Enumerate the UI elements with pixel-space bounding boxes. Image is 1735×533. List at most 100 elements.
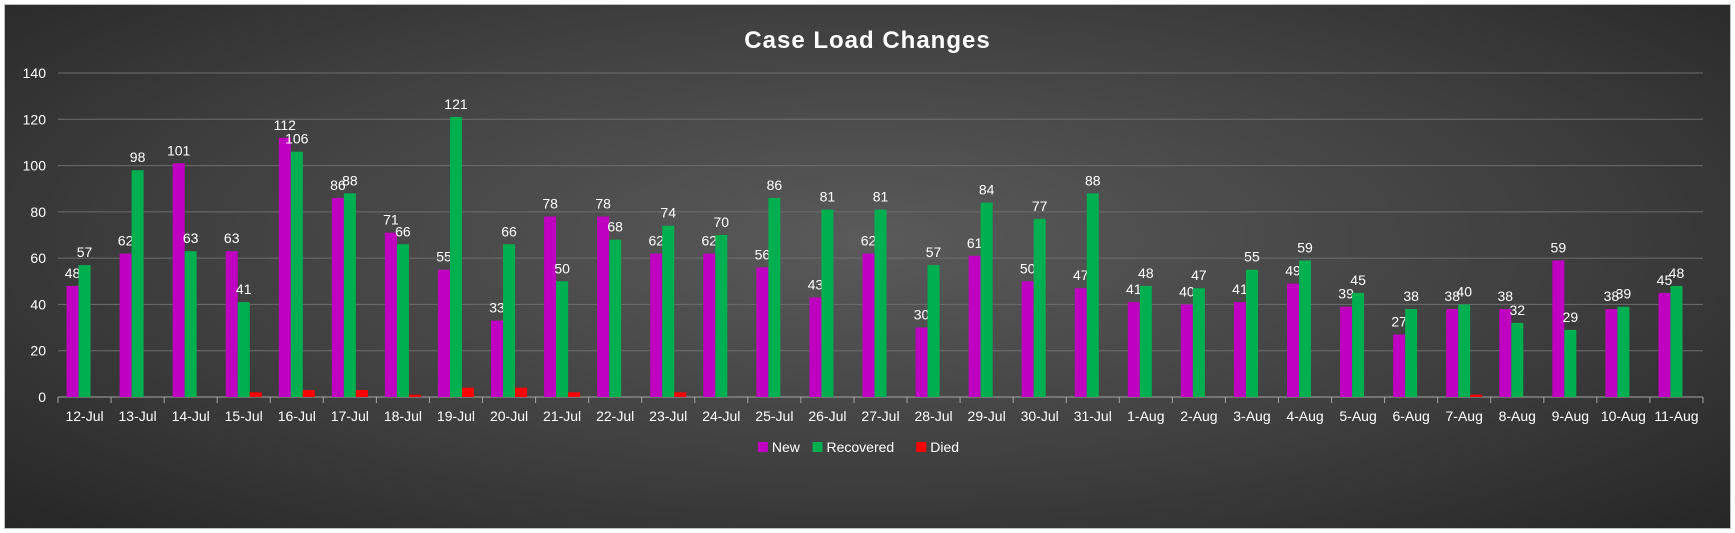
bar-recovered xyxy=(237,302,250,397)
data-label: 63 xyxy=(183,230,199,246)
y-tick-label: 60 xyxy=(30,250,46,266)
data-label: 41 xyxy=(1232,281,1248,297)
y-tick-label: 20 xyxy=(30,343,46,359)
data-label: 81 xyxy=(820,189,836,205)
data-label: 39 xyxy=(1616,286,1632,302)
bar-recovered xyxy=(396,244,409,397)
data-label: 38 xyxy=(1403,288,1419,304)
data-label: 84 xyxy=(979,182,995,198)
bar-died xyxy=(461,387,474,397)
data-label: 33 xyxy=(489,300,505,316)
bar-recovered xyxy=(1033,218,1046,397)
bar-new xyxy=(756,267,769,397)
bar-new xyxy=(1393,334,1406,397)
data-label: 47 xyxy=(1073,267,1089,283)
y-tick-label: 140 xyxy=(23,65,47,81)
x-tick-label: 23-Jul xyxy=(649,408,687,424)
data-label: 27 xyxy=(1391,314,1407,330)
x-tick-label: 7-Aug xyxy=(1446,408,1483,424)
data-label: 40 xyxy=(1456,283,1472,299)
bar-recovered xyxy=(78,265,91,397)
bar-new xyxy=(172,163,185,397)
legend-swatch-new xyxy=(757,442,768,452)
bar-new xyxy=(1552,260,1565,397)
data-label: 38 xyxy=(1444,288,1460,304)
x-tick-label: 27-Jul xyxy=(861,408,899,424)
bar-new xyxy=(597,216,610,397)
bar-recovered xyxy=(184,251,197,397)
data-label: 45 xyxy=(1657,272,1673,288)
x-tick-label: 31-Jul xyxy=(1074,408,1112,424)
bar-recovered xyxy=(1405,309,1418,397)
bar-recovered xyxy=(131,170,144,397)
bar-new xyxy=(1021,281,1034,397)
x-tick-label: 20-Jul xyxy=(490,408,528,424)
x-tick-label: 14-Jul xyxy=(172,408,210,424)
x-tick-label: 4-Aug xyxy=(1286,408,1323,424)
x-tick-label: 30-Jul xyxy=(1021,408,1059,424)
data-label: 47 xyxy=(1191,267,1207,283)
bar-recovered xyxy=(1511,322,1524,397)
data-label: 62 xyxy=(648,233,664,249)
bar-new xyxy=(915,327,928,397)
chart-svg: 0 20 40 60 80 100 120 140 48 57 12-Jul 62 98 13-Jul 10… xyxy=(23,65,1704,455)
bar-new xyxy=(1287,283,1300,397)
data-label: 86 xyxy=(767,177,783,193)
bar-new xyxy=(1499,309,1512,397)
data-label: 78 xyxy=(542,195,558,211)
bar-recovered xyxy=(556,281,569,397)
bar-recovered xyxy=(343,193,356,397)
x-tick-label: 13-Jul xyxy=(119,408,157,424)
chart-title: Case Load Changes xyxy=(744,27,991,54)
x-tick-label: 5-Aug xyxy=(1339,408,1376,424)
x-tick-label: 11-Aug xyxy=(1654,408,1698,424)
bar-recovered xyxy=(1245,269,1258,397)
data-label: 98 xyxy=(130,149,146,165)
data-label: 59 xyxy=(1551,239,1567,255)
bar-died xyxy=(302,390,315,397)
data-label: 71 xyxy=(383,212,399,228)
bar-recovered xyxy=(1086,193,1099,397)
legend-swatch-died xyxy=(916,442,927,452)
bar-died xyxy=(408,394,421,397)
bar-recovered xyxy=(927,265,940,397)
x-tick-label: 25-Jul xyxy=(755,408,793,424)
bar-recovered xyxy=(1617,306,1630,397)
legend-label-new: New xyxy=(772,439,801,455)
bar-recovered xyxy=(1299,260,1312,397)
x-tick-label: 16-Jul xyxy=(278,408,316,424)
data-label: 112 xyxy=(274,117,297,133)
y-tick-label: 100 xyxy=(23,158,47,174)
bar-recovered xyxy=(768,197,781,397)
bar-new xyxy=(544,216,557,397)
data-label: 55 xyxy=(436,249,452,265)
data-label: 30 xyxy=(914,307,930,323)
bar-new xyxy=(384,232,397,397)
bar-recovered xyxy=(1139,285,1152,397)
data-label: 56 xyxy=(755,246,771,262)
data-label: 81 xyxy=(873,189,889,205)
bar-new xyxy=(1340,306,1353,397)
bar-recovered xyxy=(662,225,675,397)
data-label: 50 xyxy=(1020,260,1036,276)
bar-died xyxy=(515,387,528,397)
bar-died xyxy=(568,392,581,397)
bar-recovered xyxy=(821,209,834,397)
data-label: 70 xyxy=(714,214,730,230)
data-label: 63 xyxy=(224,230,240,246)
bar-new xyxy=(968,255,981,397)
bar-died xyxy=(674,392,687,397)
bar-recovered xyxy=(1352,292,1365,397)
data-label: 62 xyxy=(702,233,718,249)
x-tick-label: 28-Jul xyxy=(914,408,952,424)
bar-recovered xyxy=(449,116,462,397)
legend-label-recovered: Recovered xyxy=(827,439,895,455)
data-label: 45 xyxy=(1350,272,1366,288)
bar-died xyxy=(355,390,368,397)
data-label: 62 xyxy=(118,233,134,249)
data-label: 48 xyxy=(65,265,81,281)
bar-new xyxy=(437,269,450,397)
bar-died xyxy=(1470,394,1483,397)
bar-new xyxy=(862,253,875,397)
data-label: 88 xyxy=(1085,172,1101,188)
